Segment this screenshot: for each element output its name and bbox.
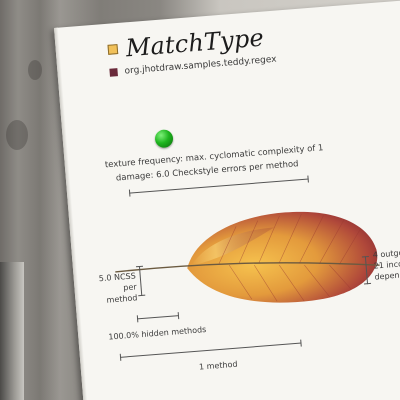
methods-bar (120, 342, 302, 358)
wall-stain (28, 60, 42, 80)
wall-stain (6, 120, 28, 150)
feather-width-bar (129, 178, 309, 194)
feather-shaft (115, 262, 380, 273)
package-color-swatch (109, 68, 118, 77)
feather-barbs (218, 214, 361, 302)
title-color-swatch (107, 44, 119, 55)
methods-label: 1 method (198, 359, 238, 372)
feather-icon (115, 211, 380, 303)
green-sphere-icon (154, 129, 174, 149)
hidden-methods-label: 100.0% hidden methods (108, 325, 207, 342)
feather-vane (187, 211, 378, 303)
feather-highlight (191, 227, 275, 266)
wall-ledge (0, 262, 24, 400)
ncss-label: 5.0 NCSS per method (87, 270, 137, 307)
dependency-label: 4 outgoing - 21 incoming dependencies (372, 243, 400, 283)
class-info-card: MatchType org.jhotdraw.samples.teddy.reg… (54, 0, 400, 400)
